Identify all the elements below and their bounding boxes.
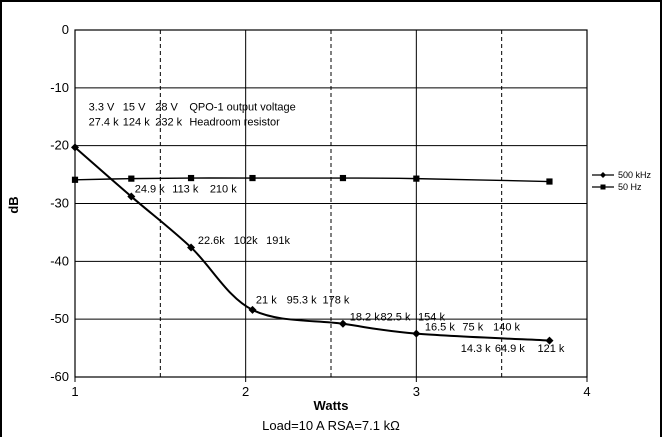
data-point-500-khz <box>248 305 257 314</box>
y-tick-label: -20 <box>50 138 69 153</box>
y-tick-label: 0 <box>62 22 69 37</box>
y-tick-label: -30 <box>50 196 69 211</box>
annotation-label: 21 k <box>256 295 277 307</box>
annotation-label: 28 V <box>155 101 178 113</box>
x-tick-label: 2 <box>242 384 249 399</box>
annotation-label: 16.5 k <box>425 322 455 334</box>
data-point-50-hz <box>249 174 256 182</box>
annotation-label: 22.6k <box>198 235 225 247</box>
chart-svg: 0 -10 -20 -30 -40 -50 -601 2 3 4 3.3 V 15 V 28 V QPO… <box>6 22 652 433</box>
annotation-layer: 3.3 V 15 V 28 V QPO-1 output voltage 27.4 k 1… <box>89 101 565 355</box>
annotation-label: 24.9 k <box>135 184 165 196</box>
y-axis-label: dB <box>6 196 21 213</box>
annotation-label: 154 k <box>418 311 445 323</box>
x-tick-label: 1 <box>71 384 78 399</box>
tick-labels: 0 -10 -20 -30 -40 -50 -601 2 3 4 <box>50 22 590 399</box>
legend-label: 500 kHz <box>618 170 652 180</box>
data-point-50-hz <box>339 174 347 182</box>
x-tick-label: 3 <box>413 384 420 399</box>
annotation-label: 64.9 k <box>495 343 525 355</box>
y-tick-label: -40 <box>50 253 69 268</box>
data-point-500-khz <box>187 243 196 252</box>
y-tick-label: -10 <box>50 80 69 95</box>
annotation-label: 75 k <box>462 322 483 334</box>
chart-subtitle: Load=10 A RSA=7.1 kΩ <box>262 418 400 433</box>
x-axis-label: Watts <box>314 398 349 413</box>
annotation-label: 210 k <box>210 184 237 196</box>
annotation-label: 82.5 k <box>380 311 410 323</box>
data-point-50-hz <box>413 175 420 182</box>
y-tick-label: -60 <box>50 369 69 384</box>
data-point-50-hz <box>187 174 195 182</box>
y-tick-label: -50 <box>50 311 69 326</box>
series-line-50-hz <box>74 177 550 183</box>
annotation-label: 178 k <box>322 295 349 307</box>
legend: 500 kHz 50 Hz <box>592 170 652 192</box>
data-point-50-hz <box>71 176 79 183</box>
legend-label: 50 Hz <box>618 182 642 192</box>
annotation-label: Headroom resistor <box>189 116 280 128</box>
legend-marker <box>600 172 606 178</box>
data-point-500-khz <box>127 192 136 201</box>
annotation-label: 3.3 V <box>89 101 115 113</box>
legend-marker <box>600 184 606 190</box>
annotation-label: 14.3 k <box>461 343 491 355</box>
data-point-500-khz <box>338 319 347 328</box>
data-point-500-khz <box>412 329 421 338</box>
x-tick-label: 4 <box>583 384 590 399</box>
annotation-label: 124 k <box>123 116 150 128</box>
data-point-50-hz <box>546 178 553 185</box>
annotation-label: 95.3 k <box>287 295 317 307</box>
annotation-label: 102k <box>234 235 258 247</box>
data-point-500-khz <box>545 336 554 345</box>
annotation-label: 121 k <box>538 343 565 355</box>
series-line-500-khz <box>74 146 550 342</box>
annotation-label: 18.2 k <box>350 311 380 323</box>
series-layer <box>71 143 554 345</box>
annotation-label: 191k <box>266 235 290 247</box>
annotation-label: 113 k <box>172 184 199 196</box>
annotation-label: 232 k <box>155 116 182 128</box>
axes-layer <box>74 29 588 382</box>
data-point-500-khz <box>71 143 79 152</box>
annotation-label: QPO-1 output voltage <box>189 101 295 113</box>
data-point-50-hz <box>128 175 135 182</box>
annotation-label: 27.4 k <box>89 116 119 128</box>
annotation-label: 15 V <box>123 101 146 113</box>
plot-border <box>74 29 588 378</box>
annotation-label: 140 k <box>493 322 520 334</box>
